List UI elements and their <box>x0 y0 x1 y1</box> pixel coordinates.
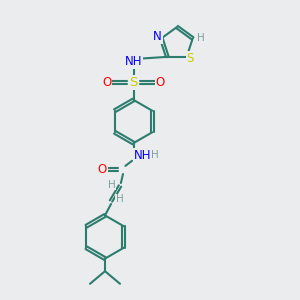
Text: O: O <box>102 76 111 89</box>
Text: S: S <box>129 76 138 89</box>
Text: H: H <box>197 33 205 43</box>
Text: NH: NH <box>125 55 142 68</box>
Text: NH: NH <box>134 149 151 162</box>
Text: H: H <box>151 150 159 161</box>
Text: N: N <box>153 30 162 44</box>
Text: O: O <box>156 76 165 89</box>
Text: H: H <box>116 194 123 205</box>
Text: S: S <box>187 52 194 65</box>
Text: O: O <box>98 163 106 176</box>
Text: H: H <box>108 179 116 190</box>
